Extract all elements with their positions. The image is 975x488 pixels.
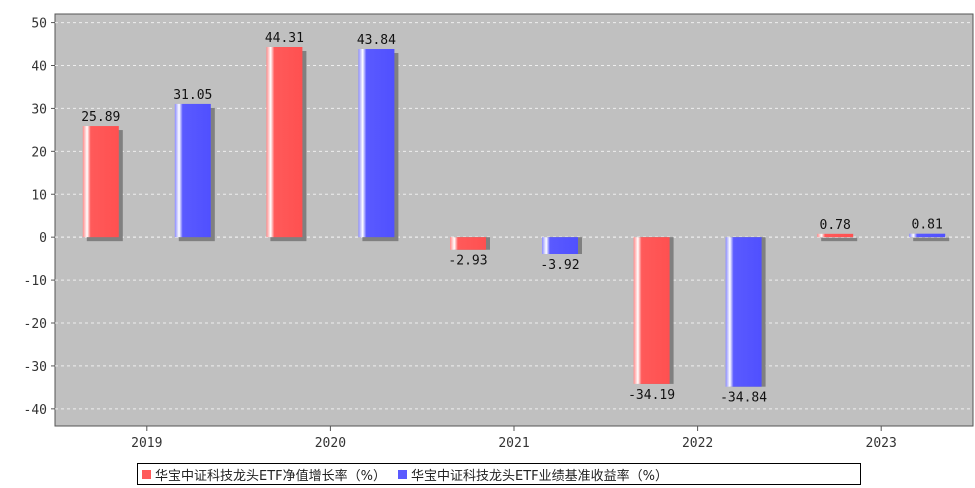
- legend-item-nav-growth: 华宝中证科技龙头ETF净值增长率（%）: [142, 465, 386, 484]
- data-label: 31.05: [173, 88, 212, 103]
- bar: [174, 103, 211, 238]
- bar-shadow: [913, 237, 950, 242]
- bar: [909, 233, 946, 238]
- y-tick-label: -20: [24, 317, 47, 332]
- data-label: 43.84: [357, 33, 396, 48]
- bar: [633, 237, 670, 384]
- y-tick-label: 40: [31, 60, 47, 75]
- legend: 华宝中证科技龙头ETF净值增长率（%） 华宝中证科技龙头ETF业绩基准收益率（%…: [137, 463, 861, 485]
- y-tick-label: -10: [24, 274, 47, 289]
- x-tick-label: 2020: [315, 436, 346, 451]
- legend-swatch-red: [142, 469, 151, 479]
- y-tick-label: 10: [31, 188, 47, 203]
- data-label: 0.78: [820, 218, 851, 233]
- data-label: -2.93: [448, 254, 487, 269]
- y-tick-label: -30: [24, 360, 47, 375]
- data-label: -3.92: [540, 258, 579, 273]
- y-tick-label: 30: [31, 102, 47, 117]
- bar: [82, 126, 119, 238]
- data-label: -34.19: [628, 388, 675, 403]
- legend-label-nav-growth: 华宝中证科技龙头ETF净值增长率（%）: [155, 468, 386, 484]
- legend-swatch-blue: [398, 469, 407, 479]
- x-tick-label: 2022: [682, 436, 713, 451]
- data-label: -34.84: [720, 391, 767, 406]
- y-tick-label: 0: [39, 231, 47, 246]
- bar-shadow: [821, 237, 858, 242]
- data-label: 0.81: [912, 218, 943, 233]
- y-tick-label: 50: [31, 17, 47, 32]
- legend-label-benchmark: 华宝中证科技龙头ETF业绩基准收益率（%）: [411, 468, 668, 484]
- bar-chart: 50 40 30 20 10 0 -10 -20 -30 -40 2019 2020 2021 2022 2…: [24, 13, 974, 451]
- legend-item-benchmark: 华宝中证科技龙头ETF业绩基准收益率（%）: [398, 465, 668, 484]
- data-label: 25.89: [81, 110, 120, 125]
- bar: [725, 237, 762, 387]
- data-label: 44.31: [265, 31, 304, 46]
- x-tick-label: 2021: [498, 436, 529, 451]
- y-tick-label: -40: [24, 403, 47, 418]
- y-tick-label: 20: [31, 145, 47, 160]
- bar: [817, 233, 854, 238]
- bar: [542, 237, 578, 254]
- bar: [450, 237, 486, 250]
- x-tick-label: 2023: [866, 436, 897, 451]
- bar: [358, 49, 395, 238]
- x-tick-label: 2019: [131, 436, 162, 451]
- bar: [266, 47, 303, 238]
